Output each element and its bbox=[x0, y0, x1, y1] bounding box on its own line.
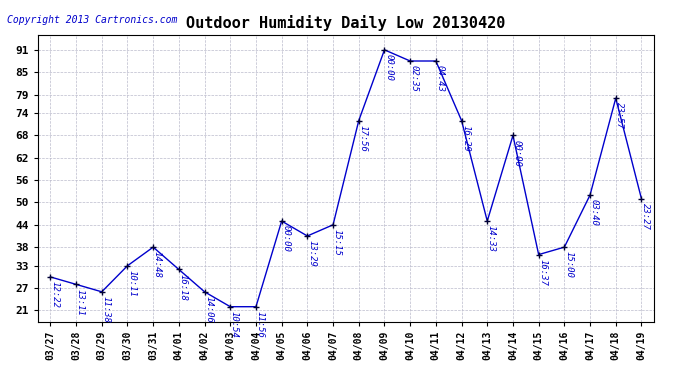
Text: 23:57: 23:57 bbox=[615, 102, 624, 129]
Text: 14:48: 14:48 bbox=[153, 251, 162, 278]
Text: 00:00: 00:00 bbox=[282, 225, 290, 252]
Text: 14:06: 14:06 bbox=[204, 296, 213, 323]
Text: 13:11: 13:11 bbox=[76, 288, 85, 315]
Title: Outdoor Humidity Daily Low 20130420: Outdoor Humidity Daily Low 20130420 bbox=[186, 15, 506, 31]
Text: 10:11: 10:11 bbox=[127, 270, 136, 297]
Text: 03:40: 03:40 bbox=[590, 199, 599, 226]
Text: 14:33: 14:33 bbox=[487, 225, 496, 252]
Text: 12:22: 12:22 bbox=[50, 281, 59, 308]
Text: Humidity  (%): Humidity (%) bbox=[562, 40, 643, 50]
Text: 17:56: 17:56 bbox=[358, 125, 368, 152]
Text: 00:00: 00:00 bbox=[384, 54, 393, 81]
Text: 16:37: 16:37 bbox=[538, 259, 547, 286]
Text: 13:29: 13:29 bbox=[307, 240, 316, 267]
Text: 11:38: 11:38 bbox=[101, 296, 110, 323]
Text: 00:00: 00:00 bbox=[513, 140, 522, 166]
Text: 04:43: 04:43 bbox=[435, 65, 444, 92]
Text: 10:54: 10:54 bbox=[230, 311, 239, 338]
Text: 02:35: 02:35 bbox=[410, 65, 419, 92]
Text: 23:27: 23:27 bbox=[641, 203, 650, 230]
Text: 15:00: 15:00 bbox=[564, 251, 573, 278]
Text: Copyright 2013 Cartronics.com: Copyright 2013 Cartronics.com bbox=[7, 15, 177, 25]
Text: 11:56: 11:56 bbox=[255, 311, 265, 338]
Text: 16:18: 16:18 bbox=[179, 274, 188, 300]
Text: 15:15: 15:15 bbox=[333, 229, 342, 256]
Text: 16:29: 16:29 bbox=[461, 125, 470, 152]
